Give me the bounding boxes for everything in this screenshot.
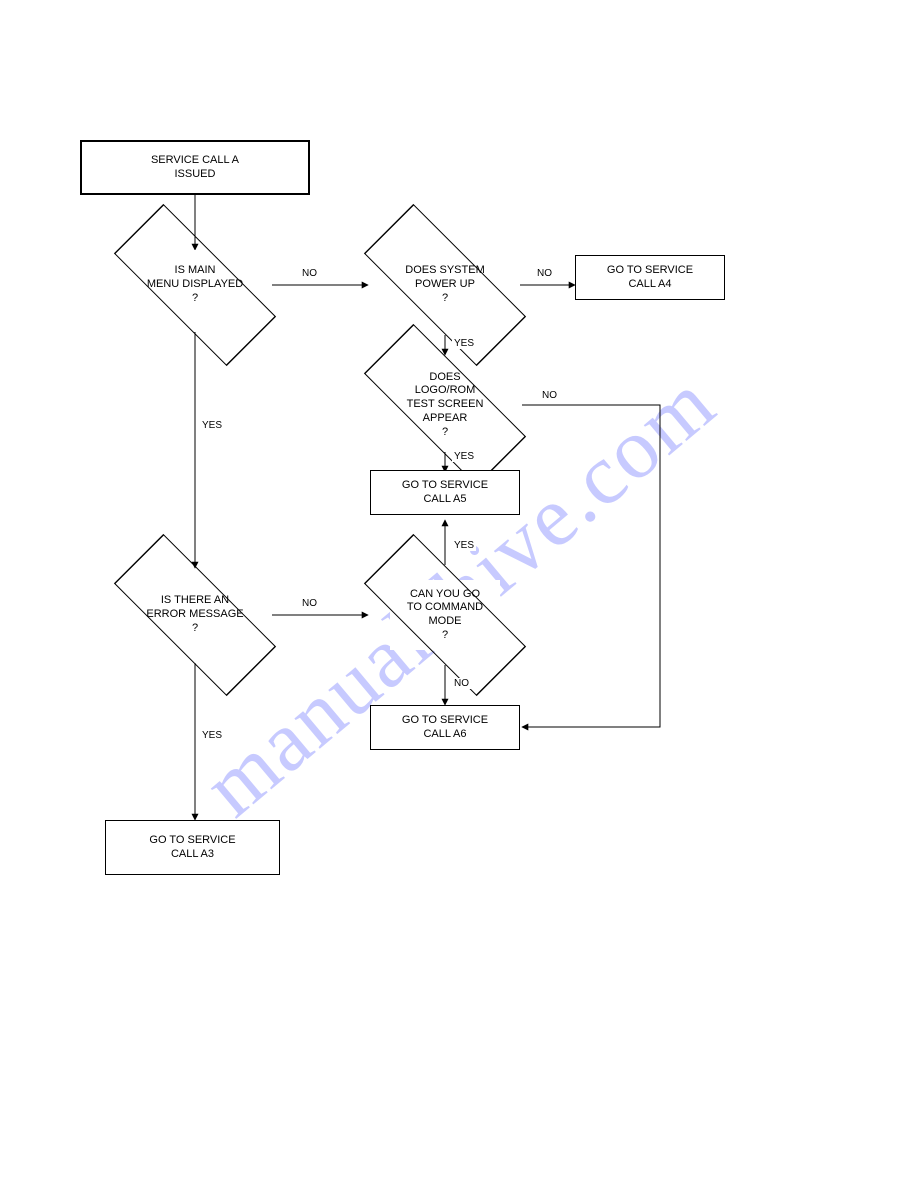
node-go-a6-label: GO TO SERVICECALL A6 <box>402 714 488 742</box>
node-d1-label: IS MAINMENU DISPLAYED? <box>147 264 243 305</box>
edge-label-d4-a3: YES <box>200 730 224 741</box>
node-d1: IS MAINMENU DISPLAYED? <box>140 250 250 320</box>
node-d3-label: DOESLOGO/ROMTEST SCREENAPPEAR? <box>407 371 484 440</box>
node-d5: CAN YOU GOTO COMMANDMODE? <box>390 580 500 650</box>
edge-label-d1-d2: NO <box>300 268 319 279</box>
node-start-label: SERVICE CALL AISSUED <box>151 154 239 182</box>
node-go-a4: GO TO SERVICECALL A4 <box>575 255 725 300</box>
node-go-a3: GO TO SERVICECALL A3 <box>105 820 280 875</box>
node-d2: DOES SYSTEMPOWER UP? <box>390 250 500 320</box>
edge-label-d2-a4: NO <box>535 268 554 279</box>
node-go-a4-label: GO TO SERVICECALL A4 <box>607 264 693 292</box>
node-go-a5-label: GO TO SERVICECALL A5 <box>402 479 488 507</box>
node-d4: IS THERE ANERROR MESSAGE? <box>140 580 250 650</box>
node-d2-label: DOES SYSTEMPOWER UP? <box>405 264 484 305</box>
edge-label-d5-a6: NO <box>452 678 471 689</box>
node-go-a3-label: GO TO SERVICECALL A3 <box>149 834 235 862</box>
edge-label-d3-a6: NO <box>540 390 559 401</box>
edge-label-d5-a5: YES <box>452 540 476 551</box>
node-d5-label: CAN YOU GOTO COMMANDMODE? <box>407 588 483 643</box>
node-start: SERVICE CALL AISSUED <box>80 140 310 195</box>
node-d3: DOESLOGO/ROMTEST SCREENAPPEAR? <box>390 370 500 440</box>
edge-label-d3-a5: YES <box>452 451 476 462</box>
node-go-a6: GO TO SERVICECALL A6 <box>370 705 520 750</box>
node-d4-label: IS THERE ANERROR MESSAGE? <box>146 594 243 635</box>
edge-label-d4-d5: NO <box>300 598 319 609</box>
flowchart-canvas: manualshive.com SERVICE CALL AISSUED IS … <box>0 0 918 1188</box>
edge-label-d1-d4: YES <box>200 420 224 431</box>
node-go-a5: GO TO SERVICECALL A5 <box>370 470 520 515</box>
edge-label-d2-d3: YES <box>452 338 476 349</box>
